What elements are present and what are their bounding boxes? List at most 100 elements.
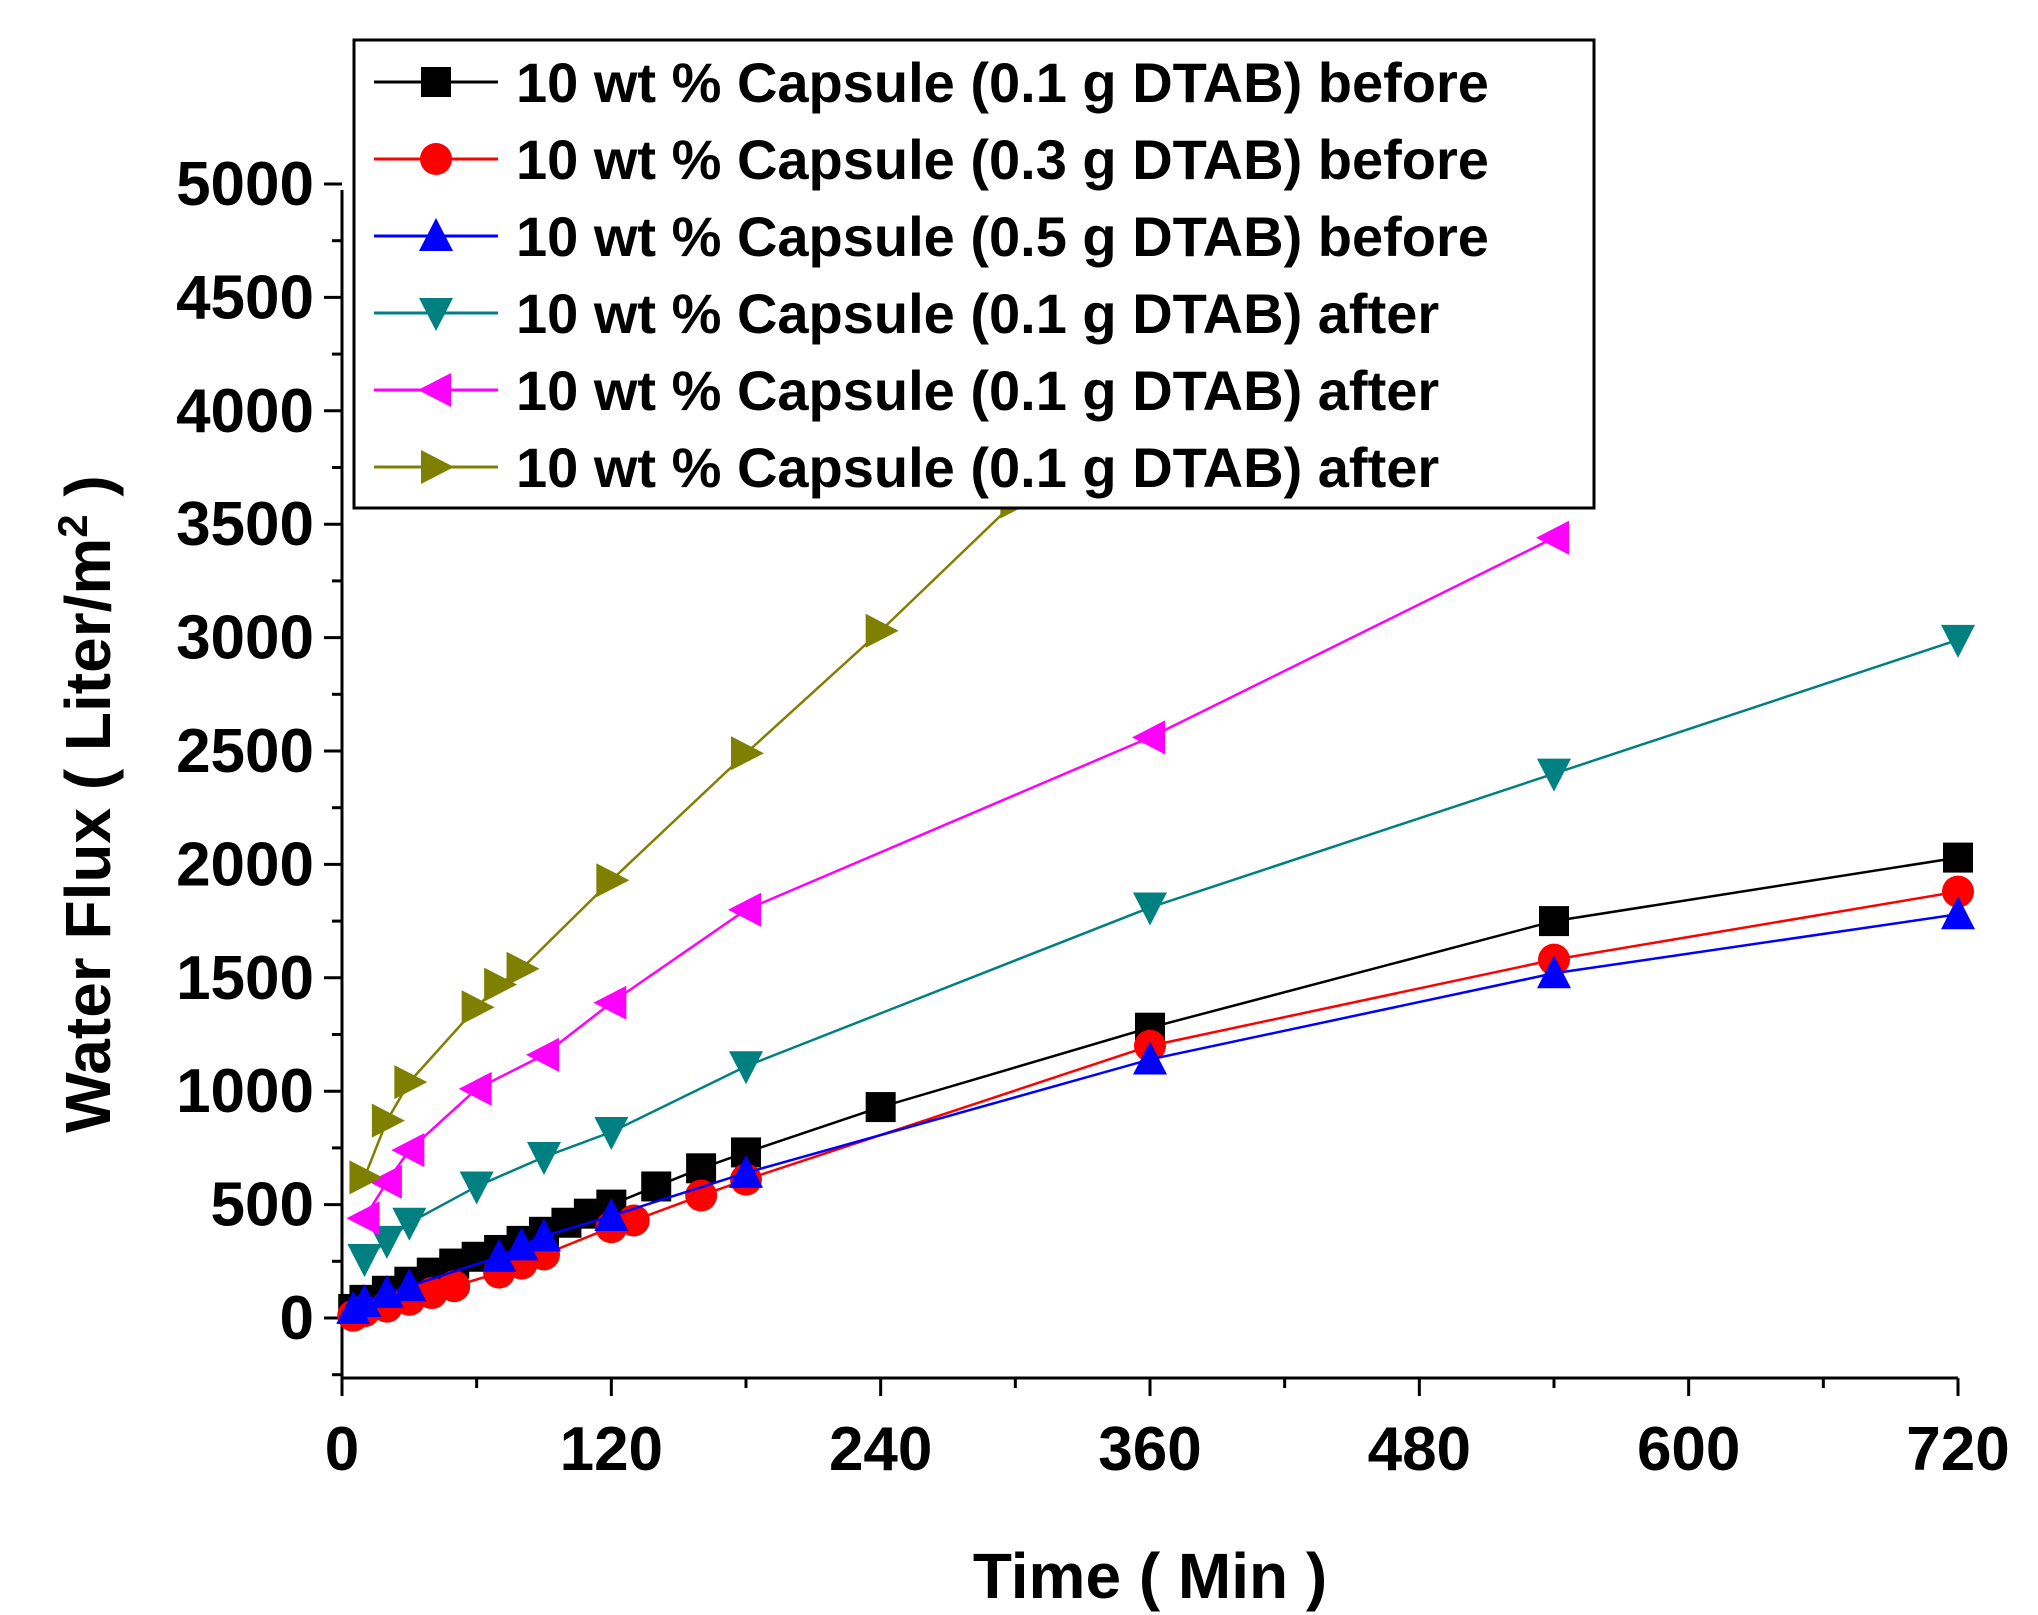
series-1 — [338, 842, 1973, 1324]
legend-marker — [421, 67, 451, 97]
data-point — [1536, 520, 1569, 555]
series-line — [363, 536, 1555, 1219]
legend: 10 wt % Capsule (0.1 g DTAB) before 10 wt… — [352, 38, 1596, 510]
data-point — [865, 613, 899, 648]
data-point — [482, 1238, 517, 1272]
data-point — [1943, 842, 1973, 873]
data-point — [347, 1284, 382, 1318]
x-tick-label: 120 — [560, 1415, 663, 1484]
x-tick-label: 360 — [1098, 1415, 1201, 1484]
data-point — [459, 1171, 494, 1205]
legend-marker — [421, 450, 454, 484]
legend-entry: 10 wt % Capsule (0.1 g DTAB) after — [374, 359, 1439, 422]
series-line — [352, 856, 1959, 1310]
data-point — [347, 1244, 382, 1278]
data-point — [594, 1197, 629, 1231]
legend-marker — [419, 218, 453, 251]
x-tick-label: 600 — [1637, 1415, 1740, 1484]
y-axis-title-main: Water Flux ( Liter/m — [52, 538, 124, 1133]
x-tick-label: 240 — [829, 1415, 932, 1484]
legend-label: 10 wt % Capsule (0.3 g DTAB) before — [516, 128, 1489, 191]
data-point — [349, 1160, 383, 1195]
data-point — [1133, 892, 1167, 926]
y-axis-title-end: ) — [52, 475, 124, 514]
y-tick-label: 1500 — [176, 944, 314, 1013]
x-tick-label: 0 — [325, 1415, 359, 1484]
data-point — [1537, 758, 1571, 792]
legend-entry: 10 wt % Capsule (0.5 g DTAB) before — [374, 205, 1489, 268]
data-point — [641, 1171, 672, 1202]
data-point — [865, 1092, 896, 1123]
data-point — [729, 1154, 763, 1188]
data-point — [596, 863, 630, 898]
series-6 — [349, 484, 1034, 1195]
x-axis-title: Time ( Min ) — [973, 1540, 1327, 1612]
data-point — [1941, 896, 1975, 930]
data-point — [391, 1133, 425, 1168]
data-point — [1539, 906, 1569, 937]
legend-label: 10 wt % Capsule (0.1 g DTAB) after — [516, 282, 1439, 345]
series-layer — [336, 484, 1975, 1332]
y-tick-label: 1000 — [176, 1057, 314, 1126]
data-point — [368, 1164, 402, 1199]
data-point — [593, 985, 627, 1020]
data-point — [685, 1179, 718, 1212]
data-point — [1132, 720, 1165, 755]
axes: 0 500 1000 1500 2000 2500 3000 3500 4000 4500 5000… — [176, 150, 2010, 1484]
data-point — [1537, 955, 1571, 989]
series-line — [352, 913, 1959, 1310]
legend-box — [352, 38, 1596, 510]
series-line — [363, 500, 1017, 1178]
y-tick-label: 4000 — [176, 377, 314, 446]
data-point — [461, 990, 495, 1025]
y-tick-label: 4500 — [176, 263, 314, 332]
data-point — [1942, 875, 1974, 908]
legend-label: 10 wt % Capsule (0.5 g DTAB) before — [516, 205, 1489, 268]
data-point — [1133, 1041, 1167, 1075]
series-5 — [346, 520, 1569, 1236]
data-point — [686, 1153, 717, 1184]
data-point — [458, 1071, 492, 1106]
legend-label: 10 wt % Capsule (0.1 g DTAB) after — [516, 436, 1439, 499]
data-point — [506, 951, 540, 986]
y-tick-label: 3500 — [176, 490, 314, 559]
y-tick-label: 2000 — [176, 830, 314, 899]
series-3 — [336, 896, 1975, 1324]
data-point — [504, 1227, 539, 1261]
data-point — [729, 1051, 763, 1085]
data-point — [526, 1037, 559, 1072]
data-point — [527, 1218, 561, 1252]
legend-marker — [419, 298, 453, 331]
y-tick-label: 5000 — [176, 150, 314, 219]
data-point — [392, 1268, 427, 1302]
legend-entry: 10 wt % Capsule (0.1 g DTAB) after — [374, 436, 1439, 499]
legend-entry: 10 wt % Capsule (0.3 g DTAB) before — [374, 128, 1489, 191]
data-point — [394, 1065, 428, 1100]
legend-entry: 10 wt % Capsule (0.1 g DTAB) after — [374, 282, 1439, 345]
series-2 — [337, 875, 1974, 1332]
legend-label: 10 wt % Capsule (0.1 g DTAB) before — [516, 51, 1489, 114]
data-point — [728, 892, 761, 927]
data-point — [484, 967, 518, 1002]
data-point — [731, 736, 764, 771]
data-point — [371, 1103, 405, 1138]
series-line — [352, 890, 1959, 1317]
y-tick-label: 3000 — [176, 604, 314, 673]
x-tick-label: 480 — [1368, 1415, 1471, 1484]
legend-marker — [418, 373, 451, 407]
data-point — [1941, 624, 1975, 658]
legend-entry: 10 wt % Capsule (0.1 g DTAB) before — [374, 51, 1489, 114]
legend-label: 10 wt % Capsule (0.1 g DTAB) after — [516, 359, 1439, 422]
y-tick-label: 2500 — [176, 717, 314, 786]
data-point — [594, 1117, 629, 1151]
y-tick-label: 0 — [280, 1284, 314, 1353]
y-tick-label: 500 — [211, 1171, 314, 1240]
data-point — [392, 1207, 427, 1241]
x-tick-label: 720 — [1906, 1415, 2009, 1484]
data-point — [346, 1201, 380, 1236]
data-point — [438, 1270, 471, 1303]
y-axis-title: Water Flux ( Liter/m2 ) — [49, 475, 125, 1132]
legend-marker — [420, 143, 452, 175]
data-point — [527, 1141, 561, 1175]
